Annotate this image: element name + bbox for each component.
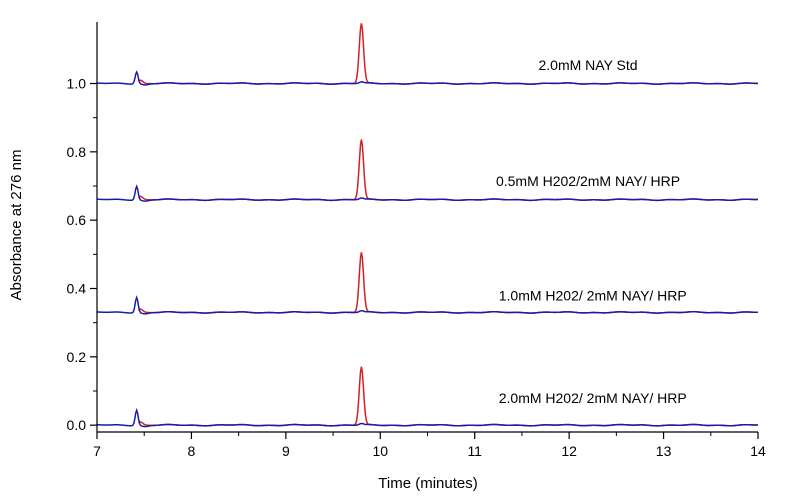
- x-tick-label: 7: [93, 443, 101, 459]
- x-tick-label: 10: [372, 443, 388, 459]
- y-tick-label: 0.0: [67, 417, 87, 433]
- x-axis-title: Time (minutes): [378, 475, 477, 492]
- x-tick-label: 14: [750, 443, 766, 459]
- blue-trace-3: [96, 295, 759, 315]
- y-tick-label: 0.4: [67, 281, 87, 297]
- red-trace-1: [138, 23, 759, 85]
- x-tick-label: 11: [467, 443, 482, 459]
- x-tick-label: 12: [561, 443, 577, 459]
- red-trace-3: [138, 252, 759, 314]
- red-trace-2: [138, 139, 759, 202]
- y-tick-label: 0.2: [67, 349, 87, 365]
- y-tick-label: 1.0: [67, 76, 87, 92]
- trace-label: 0.5mM H202/2mM NAY/ HRP: [496, 173, 680, 189]
- trace-label: 2.0mM NAY Std: [538, 57, 637, 73]
- traces-layer: [96, 23, 759, 428]
- blue-trace-4: [96, 407, 759, 428]
- x-tick-label: 9: [282, 443, 290, 459]
- trace-labels: 2.0mM NAY Std 0.5mM H202/2mM NAY/ HRP 1.0m…: [496, 57, 687, 406]
- y-tick-label: 0.8: [67, 144, 87, 160]
- blue-trace-1: [96, 70, 759, 86]
- blue-trace-2: [96, 184, 759, 202]
- x-tick-label: 13: [656, 443, 672, 459]
- trace-label: 1.0mM H202/ 2mM NAY/ HRP: [499, 287, 687, 303]
- y-ticks: 0.0 0.2 0.4 0.6 0.8 1.0: [67, 76, 97, 433]
- x-tick-label: 8: [188, 443, 196, 459]
- y-tick-label: 0.6: [67, 212, 87, 228]
- x-ticks: 7 8 9 10 11 12 13 14: [93, 432, 766, 459]
- trace-label: 2.0mM H202/ 2mM NAY/ HRP: [499, 390, 687, 406]
- y-axis-title: Absorbance at 276 nm: [8, 150, 25, 301]
